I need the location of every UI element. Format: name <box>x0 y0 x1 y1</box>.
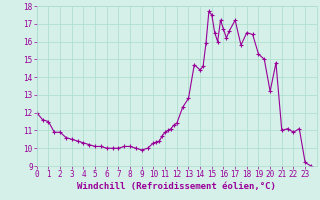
X-axis label: Windchill (Refroidissement éolien,°C): Windchill (Refroidissement éolien,°C) <box>77 182 276 191</box>
